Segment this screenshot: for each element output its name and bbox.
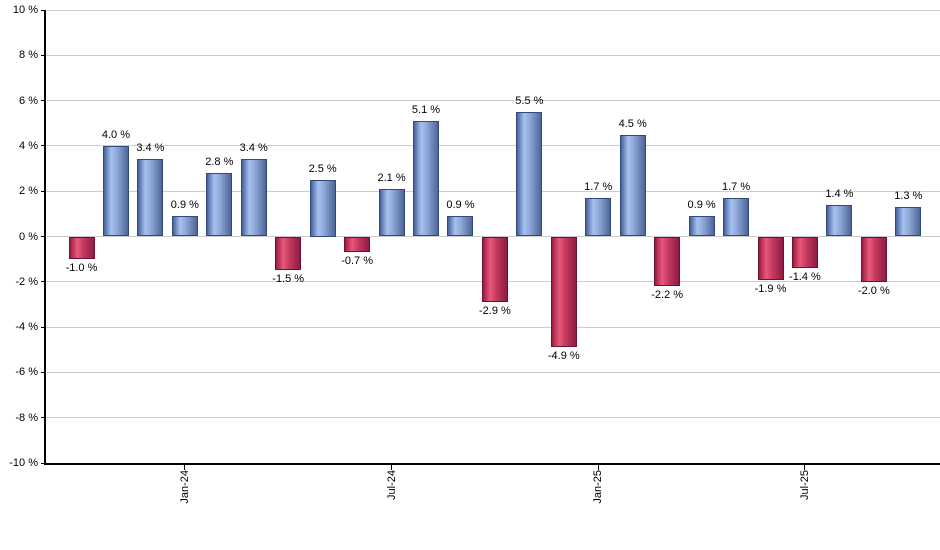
bar-negative	[550, 236, 577, 348]
y-axis-tick	[41, 417, 45, 419]
y-axis-label: -10 %	[9, 457, 38, 469]
y-axis-tick	[41, 190, 45, 192]
bar-value-label: 2.5 %	[308, 162, 337, 175]
y-axis-label: -2 %	[15, 275, 38, 288]
y-axis-label: -6 %	[15, 366, 38, 379]
x-axis-tick	[184, 464, 186, 470]
y-axis-label: 8 %	[19, 49, 38, 62]
bar-positive	[826, 204, 853, 237]
bar-value-label: 2.1 %	[377, 171, 406, 184]
bar-value-label: 5.5 %	[515, 94, 544, 107]
y-axis-label: 4 %	[19, 139, 38, 152]
bar-positive	[137, 159, 164, 237]
x-axis-tick	[597, 464, 599, 470]
y-axis-line	[44, 10, 46, 465]
gridline	[45, 54, 940, 56]
y-axis-tick	[41, 145, 45, 147]
bar-positive	[723, 197, 750, 237]
bar-value-label: 3.4 %	[136, 142, 165, 155]
x-axis-label: Jan-25	[592, 470, 605, 504]
bar-value-label: -1.0 %	[65, 262, 98, 275]
bar-positive	[619, 134, 646, 237]
bar-value-label: -2.2 %	[651, 289, 684, 302]
bar-negative	[791, 236, 818, 269]
x-axis-label: Jul-25	[798, 470, 811, 500]
y-axis-label: 6 %	[19, 94, 38, 107]
gridline	[45, 371, 940, 373]
bar-positive	[102, 145, 129, 237]
bar-value-label: 4.0 %	[101, 128, 130, 141]
y-axis-label: 10 %	[12, 4, 38, 16]
bar-negative	[481, 236, 508, 303]
y-axis-label: 2 %	[19, 185, 38, 198]
bar-value-label: 4.5 %	[618, 117, 647, 130]
y-axis-tick	[41, 54, 45, 56]
y-axis-tick	[41, 100, 45, 102]
bar-positive	[171, 216, 198, 237]
bar-positive	[378, 188, 405, 237]
x-axis-label: Jul-24	[385, 470, 398, 500]
bar-value-label: 1.4 %	[825, 187, 854, 200]
bar-positive	[516, 111, 543, 237]
bar-positive	[688, 216, 715, 237]
y-axis-tick	[41, 326, 45, 328]
bar-value-label: 0.9 %	[446, 199, 475, 212]
bar-value-label: 1.3 %	[894, 190, 923, 203]
bar-value-label: -4.9 %	[547, 350, 580, 363]
bar-value-label: -2.9 %	[478, 305, 511, 318]
y-axis-label: 0 %	[19, 230, 38, 243]
bar-negative	[68, 236, 95, 260]
gridline	[45, 326, 940, 328]
bar-value-label: 0.9 %	[170, 199, 199, 212]
bar-value-label: -2.0 %	[857, 284, 890, 297]
gridline	[45, 417, 940, 419]
gridline	[45, 100, 940, 102]
bar-positive	[309, 179, 336, 237]
bar-negative	[275, 236, 302, 271]
bar-positive	[413, 120, 439, 237]
bar-value-label: -1.4 %	[789, 271, 821, 284]
y-axis-tick	[41, 371, 45, 373]
bar-negative	[860, 236, 887, 282]
y-axis-label: -8 %	[15, 411, 38, 424]
gridline	[45, 190, 940, 192]
gridline	[45, 145, 940, 147]
x-axis-tick	[804, 464, 806, 470]
y-axis-tick	[41, 9, 45, 11]
bar-value-label: -0.7 %	[341, 255, 373, 268]
x-axis-tick	[391, 464, 393, 470]
bar-value-label: 2.8 %	[205, 156, 234, 169]
bar-negative	[654, 236, 681, 287]
y-axis-label: -4 %	[15, 321, 38, 334]
gridline	[45, 9, 940, 11]
bar-positive	[895, 207, 922, 237]
y-axis-tick	[41, 281, 45, 283]
bar-value-label: 0.9 %	[687, 199, 716, 212]
bar-negative	[344, 236, 371, 253]
bar-value-label: 5.1 %	[411, 103, 441, 116]
x-axis-line	[44, 462, 940, 465]
bar-value-label: 3.4 %	[239, 142, 268, 155]
bar-negative	[757, 236, 784, 280]
bar-value-label: -1.5 %	[272, 273, 305, 286]
y-axis-tick	[41, 236, 45, 237]
bar-positive	[447, 216, 474, 237]
bar-positive	[240, 159, 267, 237]
x-axis-label: Jan-24	[178, 470, 191, 504]
bar-positive	[585, 197, 612, 237]
bar-positive	[206, 173, 233, 237]
bar-value-label: -1.9 %	[754, 282, 787, 295]
bar-value-label: 1.7 %	[721, 180, 751, 193]
bar-value-label: 1.7 %	[584, 180, 613, 193]
y-axis-tick	[41, 462, 45, 464]
